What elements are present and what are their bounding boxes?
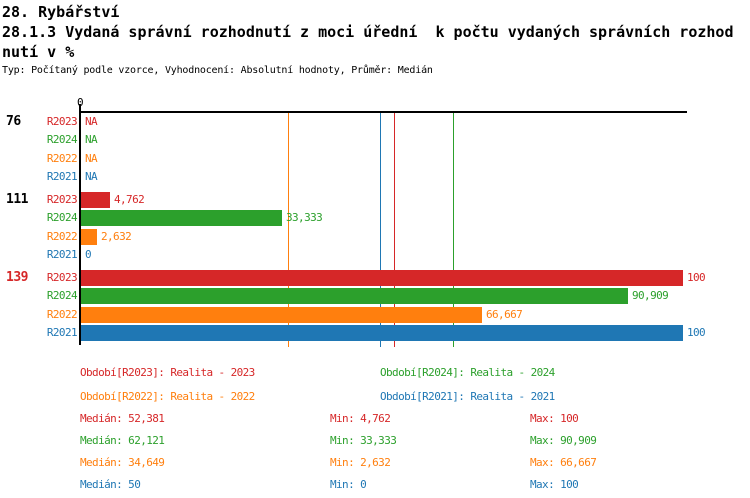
stat-max-R2022: Max: 66,667	[530, 456, 597, 469]
bar-value-label: NA	[85, 152, 98, 165]
series-label: R2021	[46, 326, 78, 339]
x-axis-tick-0: 0	[76, 96, 84, 109]
bar	[81, 307, 482, 323]
stat-min-R2021: Min: 0	[330, 478, 367, 491]
series-label: R2022	[46, 308, 78, 321]
chart-subtitle-line1: 28.1.3 Vydaná správní rozhodnutí z moci …	[2, 23, 734, 41]
legend-item-R2024: Období[R2024]: Realita - 2024	[380, 366, 555, 379]
bar-value-label: 100	[687, 271, 706, 284]
series-label: R2021	[46, 248, 78, 261]
stat-median-R2024: Medián: 62,121	[80, 434, 165, 447]
median-line-R2021	[380, 113, 381, 347]
bar	[81, 270, 683, 286]
bar-value-label: 33,333	[286, 211, 323, 224]
chart-meta: Typ: Počítaný podle vzorce, Vyhodnocení:…	[2, 65, 433, 76]
category-label-139: 139	[6, 270, 28, 285]
stat-max-R2024: Max: 90,909	[530, 434, 597, 447]
x-axis-line	[79, 111, 687, 113]
bar-value-label: 4,762	[114, 193, 145, 206]
stat-max-R2021: Max: 100	[530, 478, 579, 491]
series-label: R2024	[46, 133, 78, 146]
series-label: R2023	[46, 271, 78, 284]
series-label: R2023	[46, 115, 78, 128]
legend-item-R2021: Období[R2021]: Realita - 2021	[380, 390, 555, 403]
stat-median-R2022: Medián: 34,649	[80, 456, 165, 469]
bar	[81, 229, 97, 245]
chart-subtitle-line2: nutí v %	[2, 43, 75, 61]
bar-value-label: 100	[687, 326, 706, 339]
bar	[81, 325, 683, 341]
median-line-R2024	[453, 113, 454, 347]
bar	[81, 288, 628, 304]
bar-value-label: NA	[85, 170, 98, 183]
y-axis-line	[79, 104, 81, 345]
bar	[81, 192, 110, 208]
legend-item-R2022: Období[R2022]: Realita - 2022	[80, 390, 255, 403]
series-label: R2022	[46, 152, 78, 165]
legend-item-R2023: Období[R2023]: Realita - 2023	[80, 366, 255, 379]
category-label-111: 111	[6, 192, 28, 207]
stat-min-R2023: Min: 4,762	[330, 412, 391, 425]
bar	[81, 210, 282, 226]
series-label: R2021	[46, 170, 78, 183]
bar-value-label: NA	[85, 133, 98, 146]
stat-min-R2024: Min: 33,333	[330, 434, 397, 447]
category-label-76: 76	[6, 114, 21, 129]
series-label: R2022	[46, 230, 78, 243]
stat-min-R2022: Min: 2,632	[330, 456, 391, 469]
bar-value-label: NA	[85, 115, 98, 128]
median-line-R2023	[394, 113, 395, 347]
bar-value-label: 0	[85, 248, 92, 261]
series-label: R2024	[46, 211, 78, 224]
series-label: R2024	[46, 289, 78, 302]
bar-value-label: 90,909	[632, 289, 669, 302]
bar-value-label: 66,667	[486, 308, 523, 321]
stat-median-R2021: Medián: 50	[80, 478, 141, 491]
chart-title: 28. Rybářství	[2, 3, 120, 21]
stat-max-R2023: Max: 100	[530, 412, 579, 425]
bar-value-label: 2,632	[101, 230, 132, 243]
series-label: R2023	[46, 193, 78, 206]
median-line-R2022	[288, 113, 289, 347]
stat-median-R2023: Medián: 52,381	[80, 412, 165, 425]
